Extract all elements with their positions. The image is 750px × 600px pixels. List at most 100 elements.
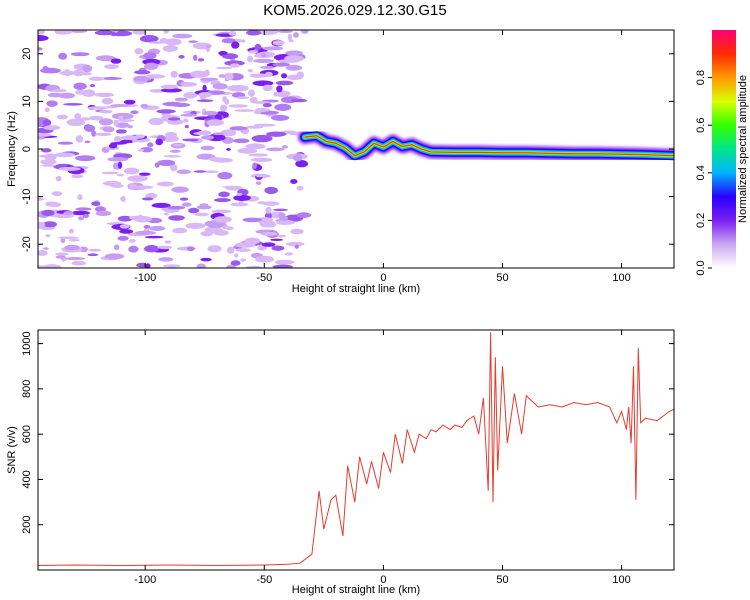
noise-blob [221,37,236,44]
noise-blob [70,52,90,57]
noise-blob [234,242,256,248]
noise-blob [222,53,239,60]
snr-xtick-label: 0 [380,574,386,586]
noise-blob [296,212,312,219]
noise-blob [123,167,140,175]
noise-blob [66,118,86,127]
noise-blob [143,52,157,60]
spectrogram-xtick-label: -100 [134,272,156,284]
spectrogram-plot-area [38,30,674,268]
noise-blob [54,152,75,158]
noise-blob [163,30,169,34]
noise-blob [42,264,62,268]
snr-ytick-label: 1000 [21,331,33,355]
noise-blob [64,257,86,261]
snr-y-axis-label: SNR (v/v) [6,426,18,474]
noise-blob [99,109,113,114]
noise-blob [84,140,91,144]
noise-blob [145,263,151,268]
noise-blob [130,110,139,115]
noise-blob [71,260,86,266]
noise-blob [188,207,200,214]
noise-blob [174,97,188,102]
noise-blob [242,217,262,223]
noise-blob [286,241,305,247]
noise-blob [192,54,198,61]
noise-blob [98,118,113,126]
noise-blob [113,244,120,251]
noise-blob [38,35,49,42]
noise-blob [273,208,288,212]
noise-blob [139,35,159,43]
noise-blob [144,235,164,239]
noise-blob [276,85,283,93]
snr-ytick-label: 400 [21,470,33,488]
noise-blob [84,124,96,132]
snr-ytick-label: 200 [21,516,33,534]
noise-blob [38,47,43,51]
noise-blob [117,215,133,222]
noise-blob [252,162,257,170]
colorbar-tick-label: 0.6 [695,118,707,133]
noise-blob [280,73,288,79]
spectrogram-ytick-label: 20 [21,48,33,60]
noise-blob [58,166,81,171]
noise-blob [259,65,275,69]
noise-blob [88,248,102,252]
noise-blob [164,240,172,244]
noise-blob [192,42,212,50]
noise-blob [279,215,289,222]
noise-blob [240,258,247,262]
noise-blob [113,135,122,143]
noise-blob [257,201,267,205]
snr-x-ticks: -100 -50 0 50 100 [134,330,631,586]
spectrogram-ytick-label: 10 [21,95,33,107]
noise-blob [237,147,258,154]
noise-blob [292,32,299,38]
noise-blob [101,97,114,105]
noise-blob [296,185,304,191]
noise-blob [82,213,90,219]
noise-blob [207,245,222,253]
noise-blob [196,263,206,268]
noise-blob [203,170,219,174]
noise-blob [110,58,122,64]
colorbar-tick-label: 0.2 [695,213,707,228]
noise-blob [230,202,249,207]
noise-blob [171,102,191,107]
noise-blob [44,107,50,113]
noise-blob [262,46,284,51]
noise-blob [202,84,207,92]
noise-blob [226,246,235,254]
noise-blob [117,115,124,121]
noise-blob [290,178,298,184]
noise-blob [259,221,277,228]
noise-blob [151,202,171,208]
noise-blob [110,104,129,107]
spectrogram-x-axis-label: Height of straight line (km) [292,283,420,295]
noise-blob [180,82,187,86]
spectrogram-ytick-label: -10 [21,189,33,205]
noise-blob [198,58,205,62]
noise-blob [246,30,262,36]
spectrogram-xtick-label: -50 [256,272,272,284]
noise-blob [233,138,250,144]
noise-blob [190,70,208,78]
noise-blob [235,248,251,253]
noise-blob [94,92,115,98]
spectrogram-xtick-label: 100 [612,272,630,284]
noise-blob [57,141,74,145]
noise-blob [167,117,181,121]
noise-blob [143,62,159,70]
noise-blob [253,123,276,127]
noise-blob [59,70,76,76]
noise-blob [149,225,166,232]
noise-blob [273,91,278,97]
noise-blob [78,216,85,221]
noise-blob [197,130,212,136]
noise-blob [294,244,300,249]
noise-blob [212,83,228,90]
noise-blob [134,134,145,139]
noise-blob [68,238,80,242]
